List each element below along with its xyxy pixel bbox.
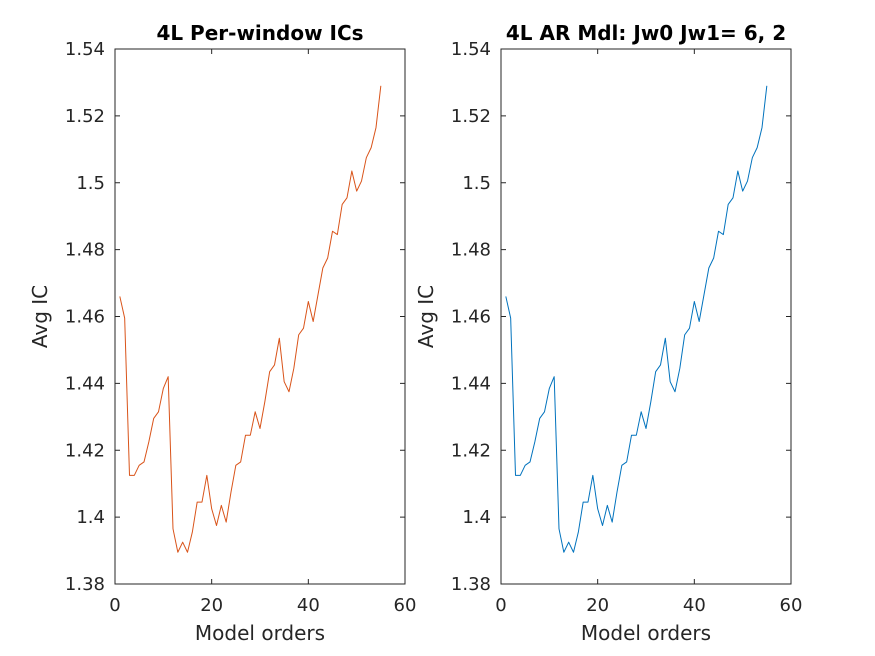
y-tick-label: 1.46 (451, 307, 491, 328)
chart-title: 4L Per-window ICs (156, 21, 363, 45)
series-line (505, 85, 768, 553)
x-tick-label: 40 (297, 595, 320, 616)
y-tick-label: 1.38 (451, 574, 491, 595)
x-tick-label: 40 (683, 595, 706, 616)
y-tick-label: 1.48 (65, 240, 105, 261)
y-tick-label: 1.52 (65, 106, 105, 127)
chart-panel-2: 0 20 40 60 1.38 1.4 1.42 1.44 1.46 1.48 1.5 1.52 1.5… (414, 21, 802, 645)
y-tick-label: 1.48 (451, 240, 491, 261)
y-axis-label: Avg IC (414, 285, 438, 348)
y-tick-label: 1.4 (76, 507, 105, 528)
y-tick-label: 1.38 (65, 574, 105, 595)
chart-title: 4L AR Mdl: Jw0 Jw1= 6, 2 (506, 21, 786, 45)
x-tick-label: 60 (394, 595, 417, 616)
y-tick-label: 1.54 (65, 39, 105, 60)
axes-box (114, 48, 406, 585)
y-tick-label: 1.52 (451, 106, 491, 127)
y-tick-label: 1.54 (451, 39, 491, 60)
y-tick-label: 1.4 (462, 507, 491, 528)
x-tick-label: 20 (200, 595, 223, 616)
y-tick-label: 1.5 (76, 173, 105, 194)
x-tick-label: 0 (109, 595, 120, 616)
chart-panel-1: 0 20 40 60 1.38 1.4 1.42 1.44 1.46 1.48 1.5 1.52 1.5… (28, 21, 416, 645)
x-tick-label: 20 (586, 595, 609, 616)
series-line (119, 85, 382, 553)
x-axis-label: Model orders (195, 621, 325, 645)
y-tick-label: 1.5 (462, 173, 491, 194)
y-tick-label: 1.44 (65, 373, 105, 394)
y-tick-label: 1.44 (451, 373, 491, 394)
x-tick-label: 0 (495, 595, 506, 616)
y-tick-label: 1.46 (65, 307, 105, 328)
y-tick-label: 1.42 (451, 440, 491, 461)
x-tick-label: 60 (780, 595, 803, 616)
x-axis-label: Model orders (581, 621, 711, 645)
axes-box (500, 48, 792, 585)
y-tick-label: 1.42 (65, 440, 105, 461)
y-axis-label: Avg IC (28, 285, 52, 348)
